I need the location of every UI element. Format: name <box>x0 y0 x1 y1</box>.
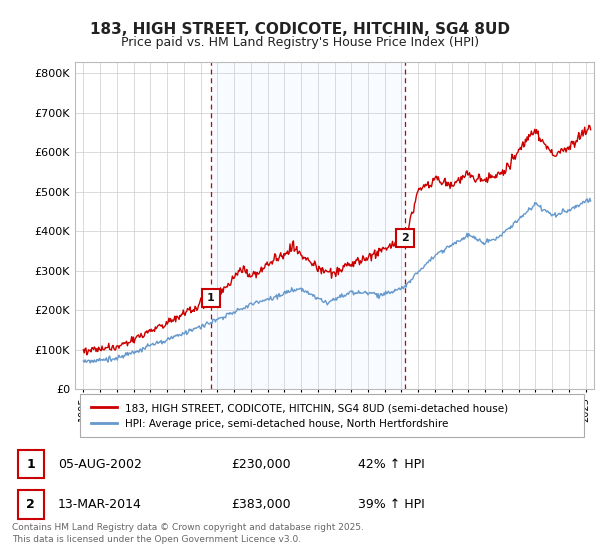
Text: £230,000: £230,000 <box>231 458 290 470</box>
Text: 1: 1 <box>26 458 35 470</box>
Text: £383,000: £383,000 <box>231 498 290 511</box>
Text: 39% ↑ HPI: 39% ↑ HPI <box>358 498 424 511</box>
Text: 2: 2 <box>401 233 409 243</box>
Text: 05-AUG-2002: 05-AUG-2002 <box>58 458 142 470</box>
FancyBboxPatch shape <box>18 450 44 478</box>
Text: 13-MAR-2014: 13-MAR-2014 <box>58 498 142 511</box>
Text: 1: 1 <box>207 293 214 304</box>
FancyBboxPatch shape <box>18 490 44 519</box>
Text: 42% ↑ HPI: 42% ↑ HPI <box>358 458 424 470</box>
Text: Contains HM Land Registry data © Crown copyright and database right 2025.
This d: Contains HM Land Registry data © Crown c… <box>12 523 364 544</box>
FancyBboxPatch shape <box>80 394 584 437</box>
Legend: 183, HIGH STREET, CODICOTE, HITCHIN, SG4 8UD (semi-detached house), HPI: Average: 183, HIGH STREET, CODICOTE, HITCHIN, SG4… <box>85 398 514 434</box>
Text: 183, HIGH STREET, CODICOTE, HITCHIN, SG4 8UD: 183, HIGH STREET, CODICOTE, HITCHIN, SG4… <box>90 22 510 38</box>
Bar <box>211 62 405 389</box>
Text: 2: 2 <box>26 498 35 511</box>
Text: Price paid vs. HM Land Registry's House Price Index (HPI): Price paid vs. HM Land Registry's House … <box>121 36 479 49</box>
